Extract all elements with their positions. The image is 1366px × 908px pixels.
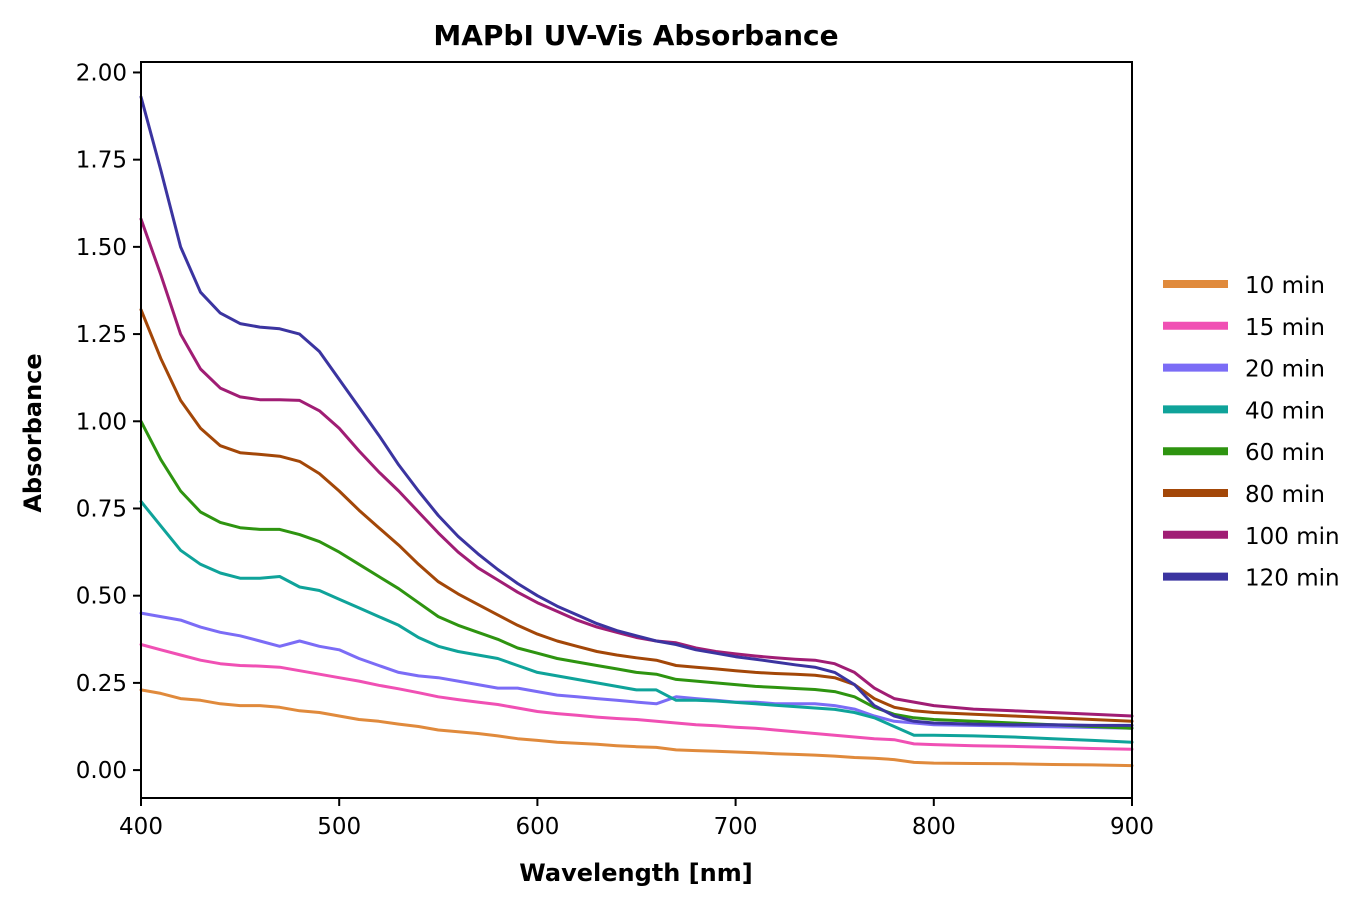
series-line-4 [139, 500, 1134, 744]
y-tick-label: 2.00 [76, 60, 127, 86]
series-line-1 [139, 688, 1134, 768]
series-line-7 [139, 217, 1134, 718]
y-tick-label: 1.00 [76, 409, 127, 435]
y-tick-label: 1.75 [76, 148, 127, 174]
y-axis-ticks: 0.00 0.25 0.50 0.75 1.00 1.25 1.50 1.75 2.00 [76, 60, 141, 784]
legend-item: 10 min [1163, 273, 1325, 299]
legend-item: 15 min [1163, 315, 1325, 341]
legend-label: 120 min [1245, 566, 1340, 592]
x-tick-label: 900 [1110, 814, 1154, 840]
legend-item: 20 min [1163, 357, 1325, 383]
legend-item: 80 min [1163, 482, 1325, 508]
y-tick-label: 0.50 [76, 584, 127, 610]
x-tick-label: 700 [714, 814, 758, 840]
legend-label: 60 min [1245, 440, 1325, 466]
legend-item: 100 min [1163, 524, 1340, 550]
plot-lines [139, 95, 1134, 768]
x-tick-label: 600 [515, 814, 559, 840]
plot-frame [140, 61, 1133, 799]
y-tick-label: 0.00 [76, 758, 127, 784]
series-line-5 [139, 419, 1134, 730]
chart-title: MAPbI UV-Vis Absorbance [433, 19, 838, 52]
y-axis-title: Absorbance [19, 353, 47, 512]
legend-label: 10 min [1245, 273, 1325, 299]
legend-label: 20 min [1245, 357, 1325, 383]
x-tick-label: 500 [317, 814, 361, 840]
legend-item: 120 min [1163, 566, 1340, 592]
series-line-6 [139, 308, 1134, 723]
y-tick-label: 1.25 [76, 322, 127, 348]
y-tick-label: 1.50 [76, 235, 127, 261]
legend-label: 40 min [1245, 398, 1325, 424]
x-tick-label: 400 [119, 814, 163, 840]
series-line-3 [139, 611, 1134, 730]
legend-item: 60 min [1163, 440, 1325, 466]
y-tick-label: 0.75 [76, 496, 127, 522]
legend: 10 min 15 min 20 min 40 min 60 min 80 min 100 … [1163, 273, 1340, 592]
legend-label: 15 min [1245, 315, 1325, 341]
legend-label: 80 min [1245, 482, 1325, 508]
x-tick-label: 800 [912, 814, 956, 840]
x-axis-title: Wavelength [nm] [519, 859, 752, 887]
legend-item: 40 min [1163, 398, 1325, 424]
legend-label: 100 min [1245, 524, 1340, 550]
series-line-2 [139, 643, 1134, 751]
series-line-8 [139, 95, 1134, 727]
y-tick-label: 0.25 [76, 671, 127, 697]
x-axis-ticks: 400 500 600 700 800 900 [119, 798, 1154, 840]
